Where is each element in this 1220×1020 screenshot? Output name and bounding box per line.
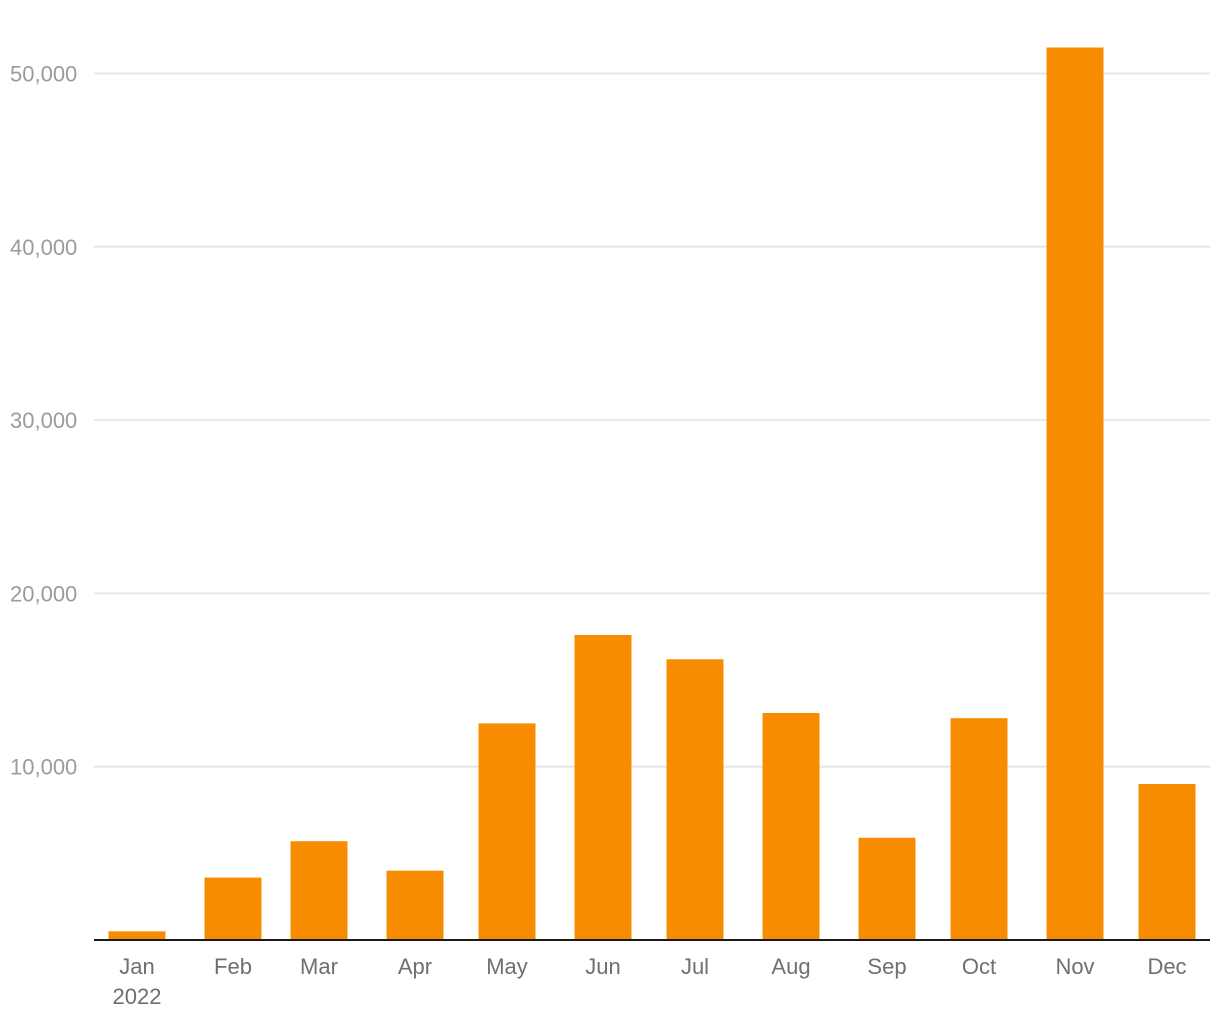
bars xyxy=(108,47,1196,940)
bar-may xyxy=(478,723,536,940)
x-tick-sublabel: 2022 xyxy=(113,984,162,1009)
grid-layer xyxy=(94,72,1210,768)
bar-jan xyxy=(108,931,166,940)
y-tick-label: 40,000 xyxy=(10,235,77,260)
bar-dec xyxy=(1138,784,1196,940)
y-axis-ticks: 10,000 20,000 30,000 40,000 50,000 xyxy=(10,62,77,780)
x-tick-label: Nov xyxy=(1055,954,1094,979)
x-tick-label: Sep xyxy=(867,954,906,979)
bar-sep xyxy=(858,837,916,940)
bar-nov xyxy=(1046,47,1104,940)
bar-aug xyxy=(762,712,820,940)
y-tick-label: 10,000 xyxy=(10,755,77,780)
x-tick-label: Jan xyxy=(119,954,154,979)
x-tick-label: Mar xyxy=(300,954,338,979)
bar-jun xyxy=(574,634,632,940)
x-tick-label: Oct xyxy=(962,954,996,979)
bar-apr xyxy=(386,870,444,940)
x-tick-label: Apr xyxy=(398,954,432,979)
y-tick-label: 20,000 xyxy=(10,581,77,606)
x-tick-label: May xyxy=(486,954,528,979)
bar-jul xyxy=(666,659,724,940)
x-tick-label: Dec xyxy=(1147,954,1186,979)
y-tick-label: 50,000 xyxy=(10,62,77,87)
x-tick-label: Jun xyxy=(585,954,620,979)
bar-feb xyxy=(204,877,262,940)
y-tick-label: 30,000 xyxy=(10,408,77,433)
bar-mar xyxy=(290,841,348,940)
x-axis-ticks: Jan 2022 Feb Mar Apr May Jun Jul Aug Sep Oct Nov Dec xyxy=(113,954,1187,1009)
x-tick-label: Jul xyxy=(681,954,709,979)
bar-oct xyxy=(950,718,1008,940)
x-tick-label: Aug xyxy=(771,954,810,979)
x-tick-label: Feb xyxy=(214,954,252,979)
